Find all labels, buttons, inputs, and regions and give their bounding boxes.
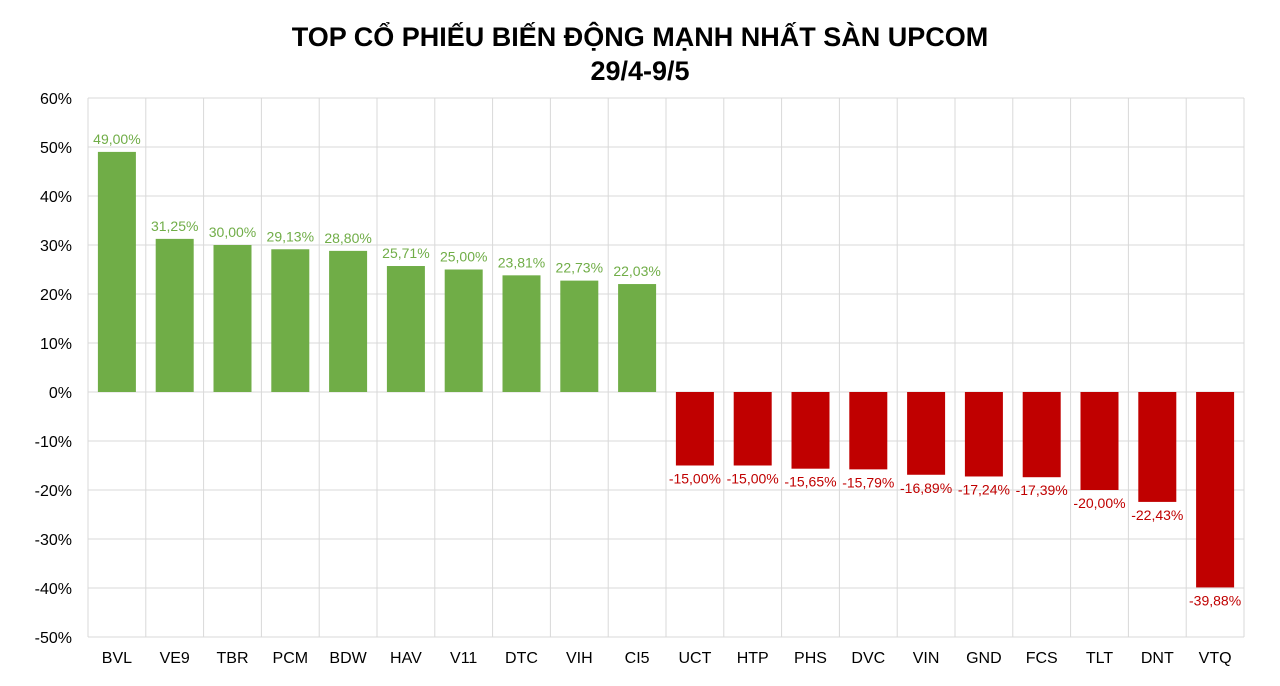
x-tick-label: TBR xyxy=(217,650,249,667)
y-tick-label: -40% xyxy=(35,581,72,598)
bar-DTC xyxy=(502,275,541,392)
x-tick-label: VE9 xyxy=(160,650,190,667)
x-tick-label: PHS xyxy=(794,650,827,667)
y-tick-label: 50% xyxy=(40,140,72,157)
bar-HTP xyxy=(733,392,772,466)
x-tick-label: CI5 xyxy=(625,650,650,667)
y-tick-label: -10% xyxy=(35,434,72,451)
x-tick-label: TLT xyxy=(1086,650,1113,667)
data-label: 23,81% xyxy=(498,254,545,270)
data-label: -15,00% xyxy=(727,471,779,487)
y-tick-label: -50% xyxy=(35,630,72,647)
data-label: -16,89% xyxy=(900,480,952,496)
y-tick-label: 30% xyxy=(40,238,72,255)
data-label: -15,00% xyxy=(669,471,721,487)
x-tick-label: DTC xyxy=(505,650,538,667)
x-tick-label: PCM xyxy=(273,650,309,667)
x-tick-label: GND xyxy=(966,650,1002,667)
bar-UCT xyxy=(675,392,714,466)
data-label: -15,65% xyxy=(784,474,836,490)
bar-TLT xyxy=(1080,392,1119,490)
data-label: 49,00% xyxy=(93,131,140,147)
bar-TBR xyxy=(213,245,252,392)
x-tick-label: V11 xyxy=(450,650,477,667)
data-label: -17,39% xyxy=(1016,482,1068,498)
bar-BDW xyxy=(329,250,368,392)
bar-VIH xyxy=(560,280,599,392)
bar-V11 xyxy=(444,269,483,392)
data-label: -20,00% xyxy=(1073,495,1125,511)
bar-PCM xyxy=(271,249,310,392)
x-tick-label: UCT xyxy=(678,650,711,667)
data-label: 28,80% xyxy=(324,230,371,246)
data-label: 25,00% xyxy=(440,249,487,265)
y-tick-label: 40% xyxy=(40,189,72,206)
data-label: 22,03% xyxy=(613,263,660,279)
y-tick-label: 10% xyxy=(40,336,72,353)
data-label: -22,43% xyxy=(1131,507,1183,523)
chart-subtitle: 29/4-9/5 xyxy=(590,56,690,86)
bar-GND xyxy=(964,392,1003,477)
x-tick-label: HTP xyxy=(737,650,769,667)
x-tick-label: VTQ xyxy=(1199,650,1232,667)
data-label: -39,88% xyxy=(1189,592,1241,608)
bar-PHS xyxy=(791,392,830,469)
x-tick-label: DNT xyxy=(1141,650,1174,667)
data-label: 30,00% xyxy=(209,224,256,240)
x-tick-label: BDW xyxy=(329,650,367,667)
chart-title: TOP CỔ PHIẾU BIẾN ĐỘNG MẠNH NHẤT SÀN UPC… xyxy=(291,22,989,52)
data-label: 31,25% xyxy=(151,218,198,234)
y-tick-label: 20% xyxy=(40,287,72,304)
bar-CI5 xyxy=(618,284,657,392)
y-tick-label: -20% xyxy=(35,483,72,500)
data-label: -17,24% xyxy=(958,481,1010,497)
data-label: 25,71% xyxy=(382,245,429,261)
data-label: -15,79% xyxy=(842,474,894,490)
data-label: 29,13% xyxy=(267,228,314,244)
y-tick-label: 60% xyxy=(40,91,72,108)
x-tick-label: BVL xyxy=(102,650,132,667)
bar-DVC xyxy=(849,392,888,470)
x-tick-label: VIH xyxy=(566,650,593,667)
bar-HAV xyxy=(386,266,425,392)
bar-DNT xyxy=(1138,392,1177,502)
x-tick-label: DVC xyxy=(851,650,885,667)
data-label: 22,73% xyxy=(556,260,603,276)
y-tick-label: -30% xyxy=(35,532,72,549)
x-tick-label: FCS xyxy=(1026,650,1058,667)
bar-VIN xyxy=(907,392,946,475)
bar-VE9 xyxy=(155,238,194,392)
bar-BVL xyxy=(97,151,136,392)
x-tick-label: VIN xyxy=(913,650,940,667)
y-tick-label: 0% xyxy=(49,385,72,402)
bar-VTQ xyxy=(1196,392,1235,588)
x-tick-label: HAV xyxy=(390,650,422,667)
bar-FCS xyxy=(1022,392,1061,478)
